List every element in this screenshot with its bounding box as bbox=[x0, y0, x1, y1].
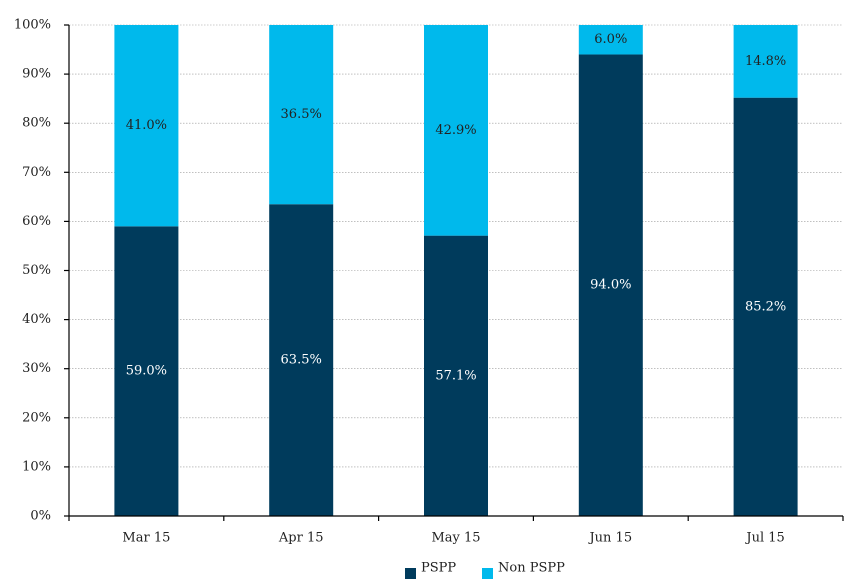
x-tick-label: May 15 bbox=[431, 531, 480, 546]
legend-swatch-non-pspp bbox=[482, 568, 493, 579]
bar-pspp bbox=[578, 54, 643, 517]
y-tick-label: 30% bbox=[22, 361, 51, 376]
y-tick-label: 70% bbox=[22, 165, 51, 180]
bar-non-pspp bbox=[114, 25, 179, 227]
legend-swatch-pspp bbox=[405, 568, 416, 579]
bar-non-pspp bbox=[269, 25, 334, 205]
data-label: 57.1% bbox=[435, 368, 476, 383]
bar-pspp bbox=[733, 97, 798, 516]
data-labels: 59.0% 41.0% 63.5% 36.5% 57.1% 42.9% 94.0% 6.0% 8… bbox=[126, 32, 787, 383]
x-tick-label: Mar 15 bbox=[122, 531, 170, 546]
y-tick-label: 40% bbox=[22, 312, 51, 327]
y-tick-label: 80% bbox=[22, 116, 51, 131]
y-tick-label: 100% bbox=[14, 18, 51, 33]
y-tick-label: 50% bbox=[22, 263, 51, 278]
bars bbox=[114, 25, 798, 517]
data-label: 41.0% bbox=[126, 118, 167, 133]
data-label: 14.8% bbox=[745, 54, 786, 69]
data-label: 85.2% bbox=[745, 299, 786, 314]
legend-label-pspp: PSPP bbox=[421, 561, 456, 576]
y-tick-label: 60% bbox=[22, 214, 51, 229]
legend: PSPP Non PSPP bbox=[405, 561, 565, 579]
axes: 0% 10% 20% 30% 40% 50% 60% 70% 80% 90% 100% Mar 15 A… bbox=[14, 18, 844, 546]
bar-non-pspp bbox=[733, 25, 798, 98]
bar-pspp bbox=[269, 204, 334, 516]
y-tick-label: 20% bbox=[22, 410, 51, 425]
x-tick-label: Jul 15 bbox=[744, 531, 784, 546]
data-label: 94.0% bbox=[590, 278, 631, 293]
data-label: 6.0% bbox=[594, 32, 627, 47]
data-label: 36.5% bbox=[281, 107, 322, 122]
bar-non-pspp bbox=[578, 25, 643, 55]
data-label: 59.0% bbox=[126, 364, 167, 379]
bar-pspp bbox=[424, 235, 488, 517]
legend-label-non-pspp: Non PSPP bbox=[498, 561, 565, 576]
bar-non-pspp bbox=[424, 25, 488, 236]
y-tick-label: 10% bbox=[22, 459, 51, 474]
x-tick-label: Jun 15 bbox=[587, 531, 632, 546]
x-tick-label: Apr 15 bbox=[278, 531, 324, 546]
data-label: 42.9% bbox=[435, 123, 476, 138]
bar-pspp bbox=[114, 226, 179, 516]
data-label: 63.5% bbox=[281, 353, 322, 368]
y-tick-label: 90% bbox=[22, 67, 51, 82]
y-tick-label: 0% bbox=[30, 509, 51, 524]
